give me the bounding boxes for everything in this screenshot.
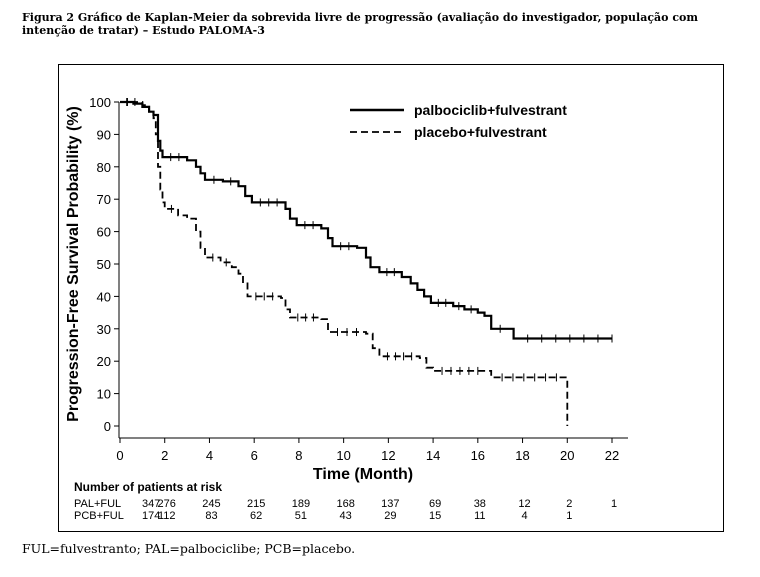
- risk-count: 189: [292, 498, 310, 510]
- survival-curves: [120, 98, 613, 426]
- legend-label: placebo+fulvestrant: [414, 124, 547, 140]
- placebo-curve: [120, 101, 569, 426]
- x-tick-label: 2: [161, 448, 168, 463]
- legend-label: palbociclib+fulvestrant: [414, 102, 567, 118]
- x-tick-label: 14: [426, 448, 440, 463]
- risk-table-title: Number of patients at risk: [74, 480, 222, 494]
- x-tick-label: 10: [336, 448, 350, 463]
- risk-count: 1: [566, 510, 572, 522]
- risk-count: 174: [142, 510, 160, 522]
- risk-count: 15: [429, 510, 441, 522]
- risk-count: 215: [247, 498, 265, 510]
- risk-count: 2: [566, 498, 572, 510]
- x-tick-label: 4: [206, 448, 213, 463]
- risk-count: 12: [518, 498, 530, 510]
- risk-row-label: PCB+FUL: [74, 510, 124, 522]
- y-tick-label: 10: [97, 387, 111, 402]
- x-tick-label: 0: [116, 448, 123, 463]
- figure-frame: [58, 64, 724, 532]
- x-tick-label: 20: [560, 448, 574, 463]
- x-tick-label: 18: [515, 448, 529, 463]
- figure-caption: Figura 2 Gráfico de Kaplan-Meier da sobr…: [22, 11, 698, 37]
- risk-count: 62: [250, 510, 262, 522]
- risk-count: 137: [381, 498, 399, 510]
- x-tick-label: 12: [381, 448, 395, 463]
- palbociclib-curve: [120, 100, 612, 340]
- risk-count: 4: [521, 510, 527, 522]
- risk-count: 11: [474, 510, 485, 522]
- y-tick-label: 30: [97, 322, 111, 337]
- y-tick-label: 100: [89, 95, 111, 110]
- risk-count: 83: [205, 510, 217, 522]
- risk-count: 43: [340, 510, 352, 522]
- x-tick-label: 16: [471, 448, 485, 463]
- risk-count: 245: [202, 498, 220, 510]
- y-tick-label: 70: [97, 192, 111, 207]
- x-tick-label: 6: [251, 448, 258, 463]
- y-tick-label: 0: [104, 419, 111, 434]
- risk-count: 168: [336, 498, 354, 510]
- y-tick-label: 20: [97, 354, 111, 369]
- legend: palbociclib+fulvestrant placebo+fulvestra…: [350, 102, 567, 140]
- risk-row-label: PAL+FUL: [74, 498, 121, 510]
- x-axis-title: Time (Month): [313, 466, 413, 483]
- y-axis-title: Progression-Free Survival Probability (%…: [65, 106, 82, 422]
- footnote: FUL=fulvestranto; PAL=palbociclibe; PCB=…: [22, 541, 356, 556]
- risk-count: 29: [384, 510, 396, 522]
- x-tick-label: 8: [295, 448, 302, 463]
- risk-count: 51: [295, 510, 307, 522]
- risk-count: 347: [142, 498, 160, 510]
- risk-count: 112: [158, 510, 176, 522]
- risk-count: 69: [429, 498, 441, 510]
- y-tick-label: 80: [97, 160, 111, 175]
- axes: 0 10 20 30 40 50 60 70 80 90 100 0 2 4 6 8 10 12 14 16 18 20 2…: [65, 95, 628, 483]
- risk-count: 276: [158, 498, 176, 510]
- y-tick-label: 90: [97, 127, 111, 142]
- x-tick-label: 22: [605, 448, 619, 463]
- y-tick-label: 40: [97, 289, 111, 304]
- risk-count: 38: [474, 498, 486, 510]
- y-tick-label: 60: [97, 225, 111, 240]
- y-tick-label: 50: [97, 257, 111, 272]
- risk-count: 1: [611, 498, 617, 510]
